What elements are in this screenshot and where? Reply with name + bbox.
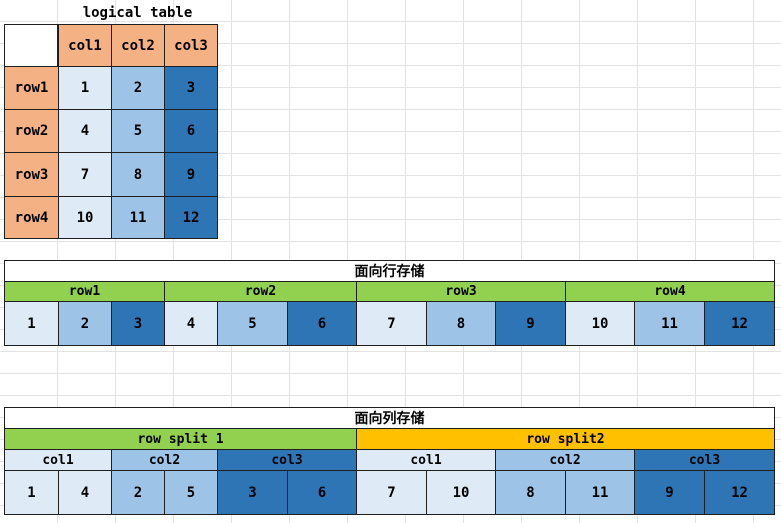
col-storage-col-label: col3 bbox=[634, 449, 775, 471]
logical-cell: 4 bbox=[58, 109, 112, 153]
row-storage-group-label: row3 bbox=[356, 281, 566, 302]
row-storage-title: 面向行存储 bbox=[4, 260, 775, 282]
col-storage-split-label: row split2 bbox=[356, 428, 775, 450]
col-storage-cell: 12 bbox=[704, 470, 775, 515]
row-storage-cell: 7 bbox=[356, 301, 427, 346]
logical-cell: 7 bbox=[58, 152, 112, 197]
col-storage-cell: 5 bbox=[164, 470, 218, 515]
logical-cell: 10 bbox=[58, 196, 112, 239]
logical-cell: 3 bbox=[164, 66, 218, 110]
col-storage-title: 面向列存储 bbox=[4, 407, 775, 429]
row-storage-cell: 12 bbox=[704, 301, 775, 346]
logical-row-header: row1 bbox=[4, 66, 59, 110]
row-storage-cell: 6 bbox=[287, 301, 357, 346]
logical-cell: 8 bbox=[111, 152, 165, 197]
col-storage-col-label: col2 bbox=[495, 449, 635, 471]
logical-cell: 1 bbox=[58, 66, 112, 110]
col-storage-col-label: col1 bbox=[4, 449, 112, 471]
logical-row-header: row3 bbox=[4, 152, 59, 197]
col-storage-cell: 4 bbox=[58, 470, 112, 515]
row-storage-cell: 10 bbox=[565, 301, 635, 346]
row-storage-cell: 2 bbox=[58, 301, 112, 346]
logical-row-header: row4 bbox=[4, 196, 59, 239]
col-storage-cell: 7 bbox=[356, 470, 427, 515]
row-storage-group-label: row2 bbox=[164, 281, 357, 302]
row-storage-cell: 4 bbox=[164, 301, 218, 346]
row-storage-cell: 3 bbox=[111, 301, 165, 346]
col-storage-col-label: col3 bbox=[217, 449, 357, 471]
logical-cell: 11 bbox=[111, 196, 165, 239]
col-storage-cell: 9 bbox=[634, 470, 705, 515]
col-storage-col-label: col1 bbox=[356, 449, 496, 471]
logical-col-header: col2 bbox=[111, 24, 165, 67]
row-storage-group-label: row1 bbox=[4, 281, 165, 302]
row-storage-cell: 8 bbox=[426, 301, 496, 346]
logical-row-header: row2 bbox=[4, 109, 59, 153]
row-storage-group-label: row4 bbox=[565, 281, 775, 302]
logical-col-header: col3 bbox=[164, 24, 218, 67]
logical-col-header: col1 bbox=[58, 24, 112, 67]
col-storage-split-label: row split 1 bbox=[4, 428, 357, 450]
col-storage-cell: 2 bbox=[111, 470, 165, 515]
row-storage-cell: 5 bbox=[217, 301, 288, 346]
logical-table-title: logical table bbox=[82, 5, 193, 21]
logical-cell: 12 bbox=[164, 196, 218, 239]
col-storage-col-label: col2 bbox=[111, 449, 218, 471]
row-storage-cell: 9 bbox=[495, 301, 566, 346]
logical-cell: 2 bbox=[111, 66, 165, 110]
logical-cell: 5 bbox=[111, 109, 165, 153]
col-storage-cell: 11 bbox=[565, 470, 635, 515]
col-storage-cell: 3 bbox=[217, 470, 288, 515]
col-storage-cell: 1 bbox=[4, 470, 59, 515]
row-storage-cell: 11 bbox=[634, 301, 705, 346]
row-storage-cell: 1 bbox=[4, 301, 59, 346]
logical-cell: 9 bbox=[164, 152, 218, 197]
logical-cell: 6 bbox=[164, 109, 218, 153]
logical-table-corner bbox=[4, 24, 58, 67]
col-storage-cell: 6 bbox=[287, 470, 357, 515]
col-storage-cell: 8 bbox=[495, 470, 566, 515]
col-storage-cell: 10 bbox=[426, 470, 496, 515]
